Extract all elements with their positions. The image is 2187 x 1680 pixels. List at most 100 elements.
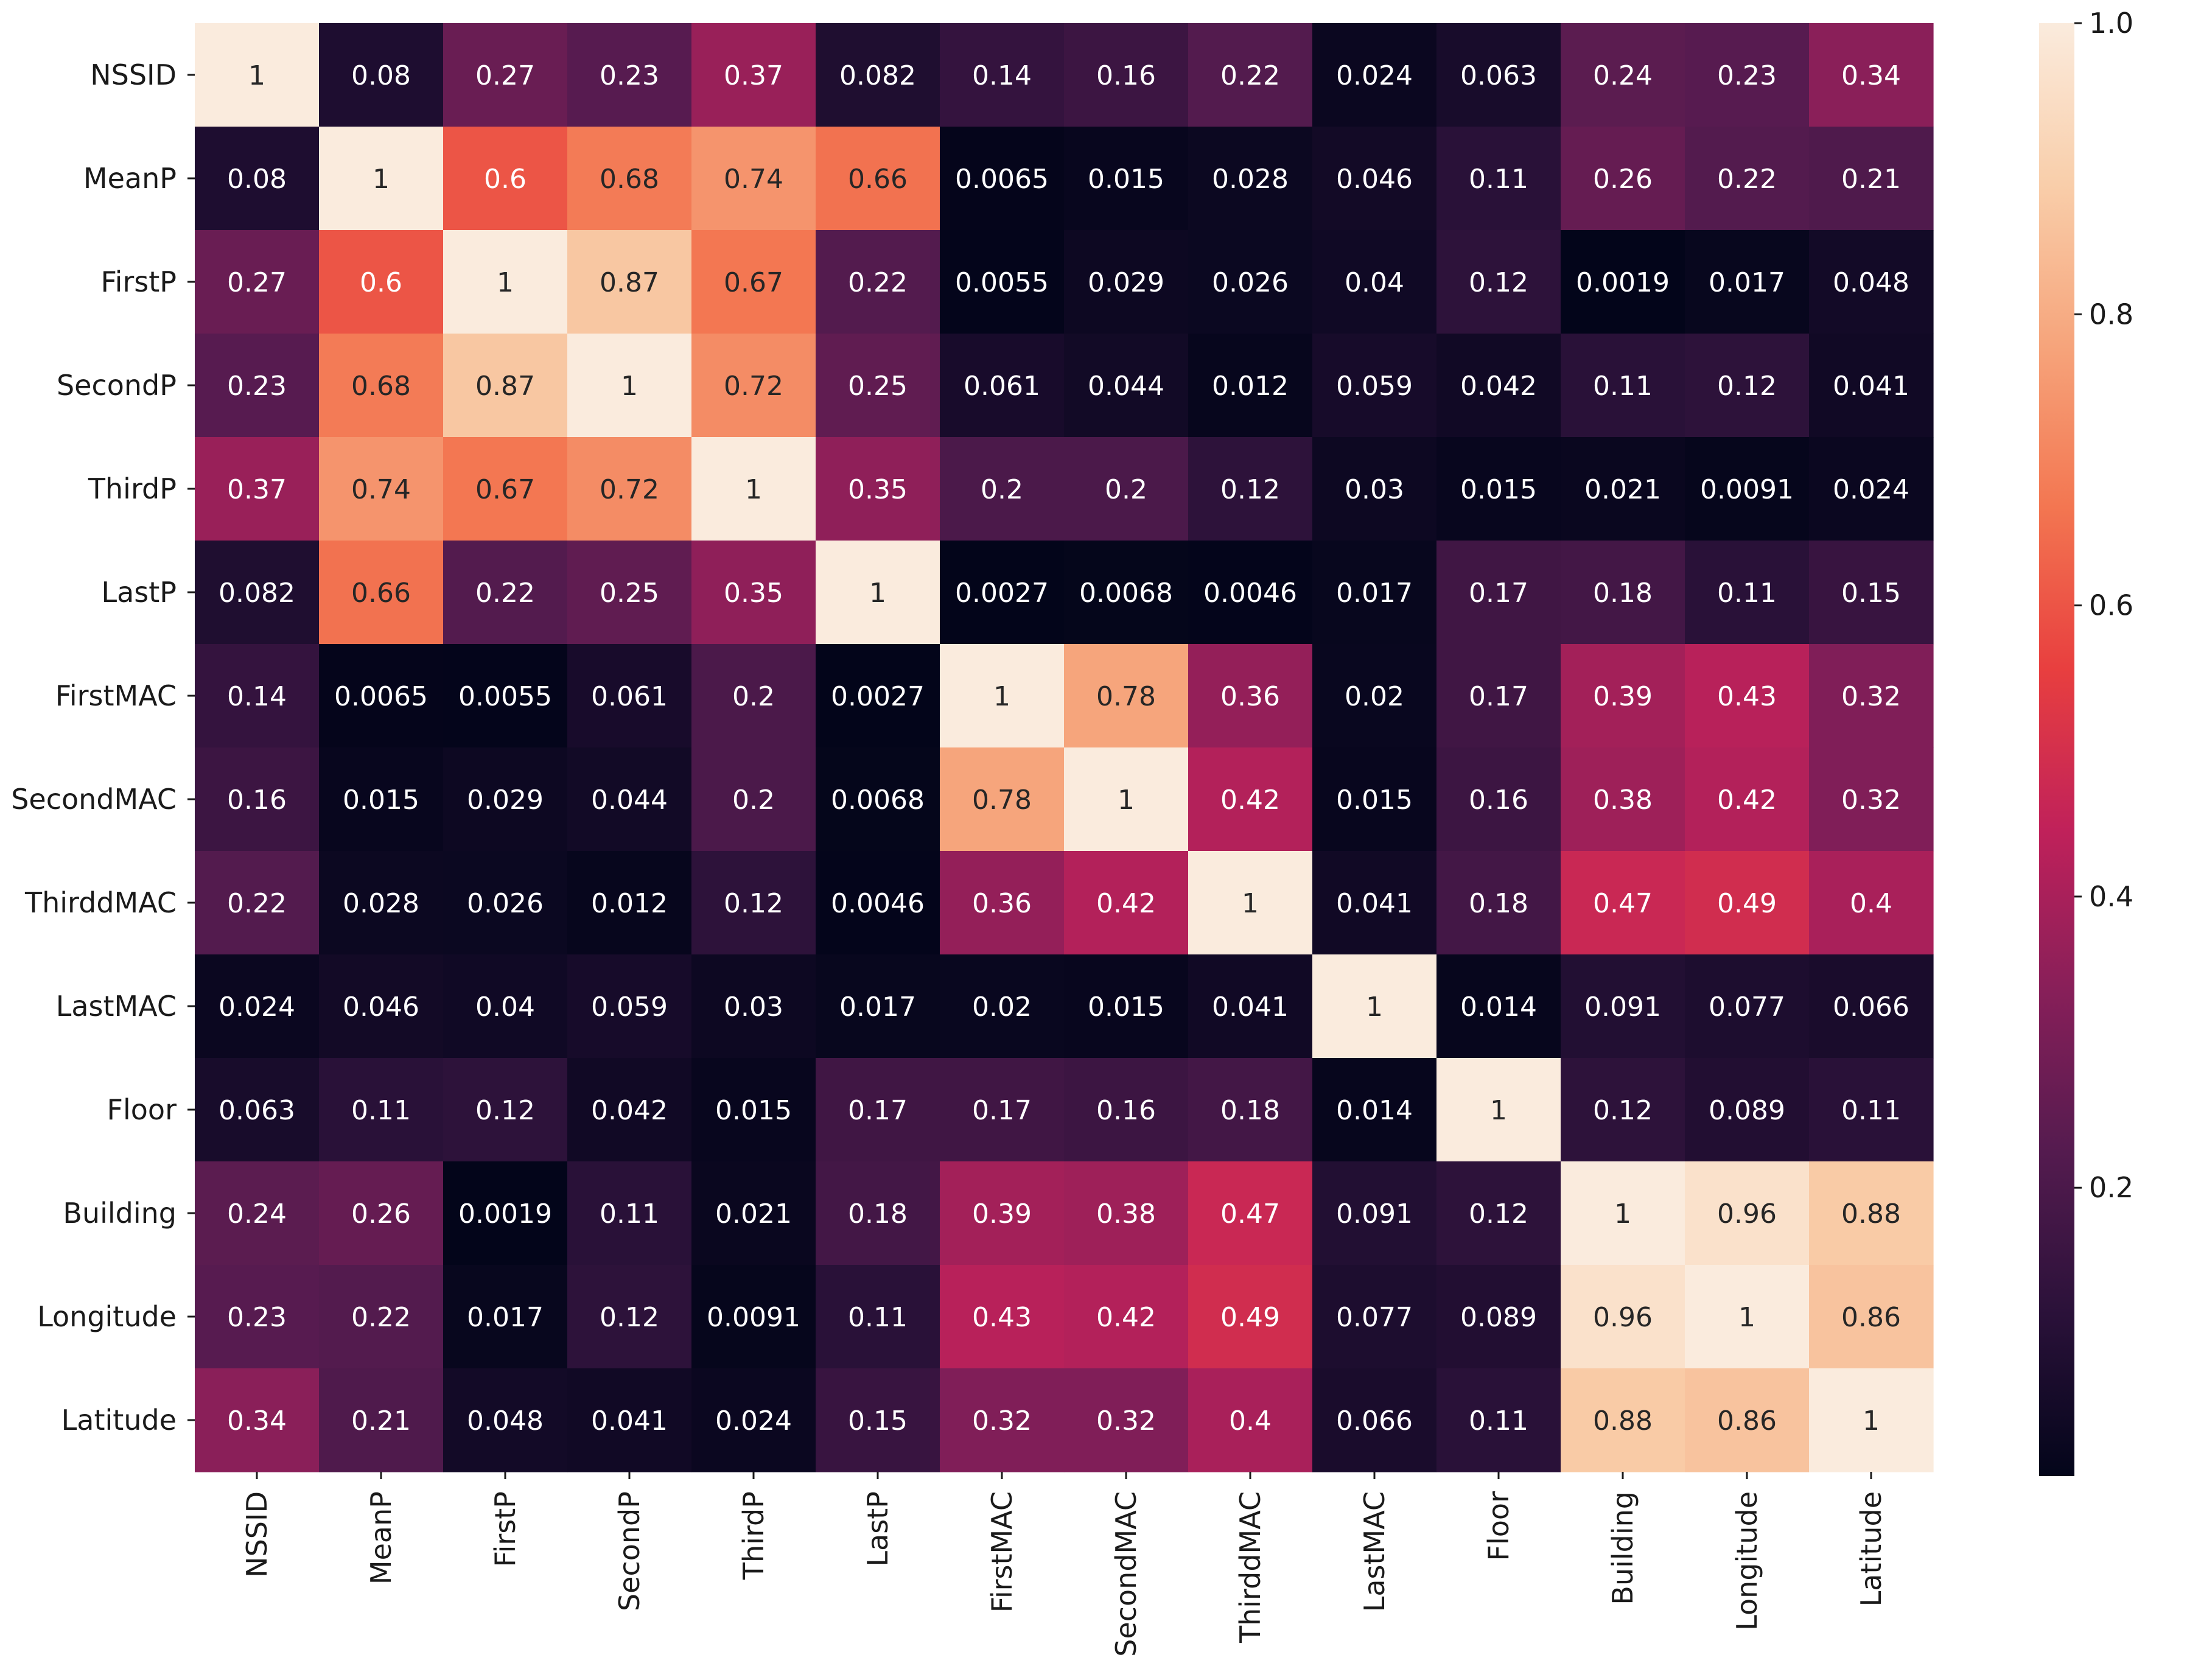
cell-value-label: 1 xyxy=(1118,785,1135,816)
y-tick-label: ThirddMAC xyxy=(24,886,177,919)
heatmap-cell xyxy=(940,1368,1065,1472)
heatmap-cell xyxy=(1436,1161,1561,1265)
cell-value-label: 0.96 xyxy=(1593,1302,1653,1333)
cell-value-label: 0.22 xyxy=(848,267,908,298)
heatmap-cell xyxy=(1561,644,1685,748)
cell-value-label: 0.2 xyxy=(1105,474,1147,505)
cell-value-label: 0.22 xyxy=(475,578,535,609)
cell-value-label: 0.024 xyxy=(1336,60,1413,91)
heatmap-cell xyxy=(1188,954,1313,1059)
cell-value-label: 0.43 xyxy=(1717,681,1777,712)
heatmap-cell xyxy=(1436,334,1561,438)
heatmap-cell xyxy=(1561,954,1685,1059)
cell-value-label: 0.35 xyxy=(724,578,783,609)
heatmap-cell xyxy=(567,437,692,541)
cell-value-label: 0.021 xyxy=(715,1199,792,1230)
heatmap-cell xyxy=(1312,954,1437,1059)
x-tick-label: NSSID xyxy=(240,1491,273,1578)
cell-value-label: 1 xyxy=(993,681,1010,712)
cell-value-label: 0.37 xyxy=(227,474,287,505)
cell-value-label: 1 xyxy=(1614,1199,1631,1230)
heatmap-cell xyxy=(940,541,1065,645)
cell-value-label: 0.017 xyxy=(1709,267,1785,298)
heatmap-cell xyxy=(1685,541,1810,645)
heatmap-cell xyxy=(1064,437,1189,541)
cell-value-label: 1 xyxy=(1242,888,1259,919)
heatmap-cell xyxy=(1436,747,1561,852)
heatmap-cell xyxy=(319,230,444,334)
cell-value-label: 0.78 xyxy=(1096,681,1156,712)
x-tick-label: SecondP xyxy=(613,1491,646,1611)
cell-value-label: 0.34 xyxy=(227,1405,287,1437)
cell-value-label: 0.11 xyxy=(848,1302,908,1333)
cell-value-label: 0.024 xyxy=(715,1405,792,1437)
cell-value-label: 0.11 xyxy=(600,1199,659,1230)
heatmap-cell xyxy=(1561,541,1685,645)
cell-value-label: 0.026 xyxy=(467,888,544,919)
heatmap-cell xyxy=(1436,851,1561,955)
cell-value-label: 0.26 xyxy=(351,1199,411,1230)
heatmap-cell xyxy=(443,1265,568,1369)
heatmap-cell xyxy=(567,23,692,127)
cell-value-label: 0.38 xyxy=(1096,1199,1156,1230)
cell-value-label: 0.22 xyxy=(1220,60,1280,91)
cell-value-label: 0.11 xyxy=(1593,371,1653,402)
cell-value-label: 0.12 xyxy=(1469,267,1528,298)
cell-value-label: 0.39 xyxy=(972,1199,1032,1230)
cell-value-label: 0.43 xyxy=(972,1302,1032,1333)
heatmap-cell xyxy=(567,541,692,645)
heatmap-cell xyxy=(567,954,692,1059)
heatmap-cell xyxy=(443,644,568,748)
heatmap-cell xyxy=(319,1161,444,1265)
heatmap-cell xyxy=(567,851,692,955)
cell-value-label: 1 xyxy=(1490,1095,1507,1126)
heatmap-cell xyxy=(195,1368,320,1472)
colorbar-ticks: 0.2 0.4 0.6 0.8 1.0 xyxy=(2074,7,2133,1204)
heatmap-cell xyxy=(1809,1058,1934,1162)
heatmap-cell xyxy=(816,1058,940,1162)
cell-value-label: 0.4 xyxy=(1850,888,1892,919)
heatmap-cell xyxy=(1685,747,1810,852)
heatmap-cell xyxy=(1064,747,1189,852)
heatmap-cell xyxy=(940,644,1065,748)
heatmap-cell xyxy=(1561,334,1685,438)
cell-value-label: 1 xyxy=(248,60,265,91)
heatmap-cell xyxy=(691,230,816,334)
cell-value-label: 0.042 xyxy=(591,1095,668,1126)
heatmap-cell xyxy=(940,851,1065,955)
heatmap-cell xyxy=(1561,1265,1685,1369)
heatmap-cell xyxy=(1188,437,1313,541)
cell-value-label: 0.017 xyxy=(839,992,916,1023)
heatmap-cell xyxy=(1312,23,1437,127)
cell-value-label: 0.88 xyxy=(1593,1405,1653,1437)
heatmap-cell xyxy=(691,127,816,231)
heatmap-cell xyxy=(195,1161,320,1265)
heatmap-cell xyxy=(691,334,816,438)
heatmap-cell xyxy=(1188,334,1313,438)
heatmap-cell xyxy=(1436,127,1561,231)
cell-value-label: 0.12 xyxy=(1717,371,1777,402)
heatmap-cell xyxy=(1809,1368,1934,1472)
x-tick-label: LastMAC xyxy=(1358,1491,1391,1612)
y-tick-label: Latitude xyxy=(61,1404,177,1437)
cell-value-label: 0.27 xyxy=(227,267,287,298)
cell-value-label: 0.015 xyxy=(1460,474,1537,505)
heatmap-cell xyxy=(1064,541,1189,645)
heatmap-cell xyxy=(691,541,816,645)
cell-value-label: 0.015 xyxy=(1088,164,1164,195)
heatmap-cell xyxy=(567,1058,692,1162)
heatmap-cell xyxy=(940,1161,1065,1265)
heatmap-cell xyxy=(1685,851,1810,955)
cell-value-label: 0.74 xyxy=(351,474,411,505)
heatmap-cell xyxy=(1561,1368,1685,1472)
heatmap-cells xyxy=(195,23,1934,1472)
heatmap-cell xyxy=(567,644,692,748)
cell-value-label: 0.12 xyxy=(600,1302,659,1333)
cell-value-label: 0.0065 xyxy=(334,681,428,712)
heatmap-cell xyxy=(195,1058,320,1162)
heatmap-cell xyxy=(443,541,568,645)
cell-value-label: 0.08 xyxy=(351,60,411,91)
heatmap-cell xyxy=(1685,1265,1810,1369)
heatmap-cell xyxy=(1685,1368,1810,1472)
heatmap-cell xyxy=(691,1265,816,1369)
